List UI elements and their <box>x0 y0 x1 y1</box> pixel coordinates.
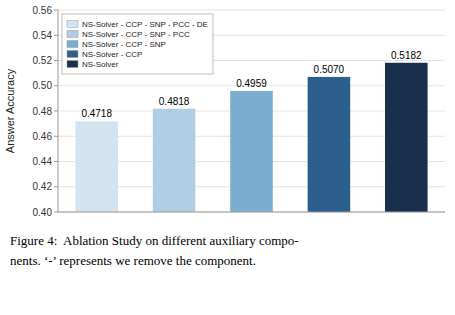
tick-mark <box>54 161 58 162</box>
grid <box>58 10 445 212</box>
tick-mark <box>54 10 58 11</box>
legend-label: NS-Solver - CCP - SNP <box>82 40 166 49</box>
bars <box>75 63 427 212</box>
bar <box>385 63 428 212</box>
legend-swatch <box>67 51 78 58</box>
tick-mark <box>54 60 58 61</box>
tick-mark <box>54 85 58 86</box>
legend: NS-Solver - CCP - SNP - PCC - DENS-Solve… <box>62 14 213 74</box>
data-label: 0.4718 <box>81 108 112 119</box>
legend-swatch <box>67 61 78 68</box>
tick-mark <box>54 186 58 187</box>
legend-swatch <box>67 31 78 38</box>
legend-label: NS-Solver - CCP - SNP - PCC <box>82 30 190 39</box>
legend-label: NS-Solver <box>82 60 119 69</box>
legend-label: NS-Solver - CCP - SNP - PCC - DE <box>82 20 208 29</box>
tick-label: 0.40 <box>33 207 53 218</box>
grid-line <box>58 10 445 11</box>
tick-label: 0.46 <box>33 131 53 142</box>
tick-mark <box>54 136 58 137</box>
bar <box>75 121 118 212</box>
legend-swatch <box>67 41 78 48</box>
data-label: 0.5070 <box>314 64 345 75</box>
caption: Figure 4: Ablation Study on different au… <box>10 233 299 248</box>
data-label: 0.4959 <box>236 78 267 89</box>
tick-mark <box>54 35 58 36</box>
tick-mark <box>54 111 58 112</box>
y-axis-line <box>58 10 59 212</box>
chart: 0.40 0.42 0.44 0.46 0.48 0.50 0.52 0.54 0.56 0.47… <box>0 0 455 315</box>
tick-label: 0.44 <box>33 156 53 167</box>
y-ticks: 0.40 0.42 0.44 0.46 0.48 0.50 0.52 0.54 0.56 <box>33 5 58 218</box>
tick-label: 0.56 <box>33 5 53 16</box>
bar <box>230 91 273 212</box>
bar <box>308 77 351 212</box>
legend-label: NS-Solver - CCP <box>82 50 142 59</box>
tick-label: 0.50 <box>33 80 53 91</box>
data-label: 0.4818 <box>159 96 190 107</box>
legend-swatch <box>67 21 78 28</box>
x-axis-line <box>58 212 445 213</box>
legend-frame <box>62 14 213 74</box>
tick-label: 0.42 <box>33 181 53 192</box>
tick-label: 0.48 <box>33 106 53 117</box>
data-label: 0.5182 <box>391 50 422 61</box>
caption: nents. ‘-’ represents we remove the comp… <box>10 253 256 268</box>
bar <box>153 109 196 212</box>
tick-label: 0.52 <box>33 55 53 66</box>
grid-line <box>58 212 445 213</box>
tick-label: 0.54 <box>33 30 53 41</box>
y-axis-label: Answer Accuracy <box>4 68 16 153</box>
tick-mark <box>54 212 58 213</box>
